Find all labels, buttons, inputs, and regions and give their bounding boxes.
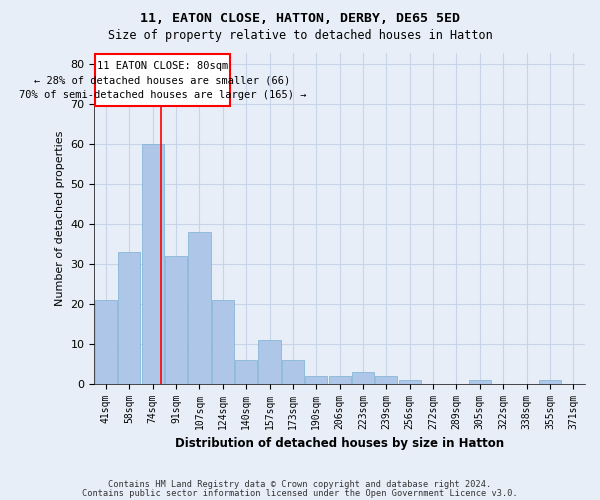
Bar bbox=[235, 360, 257, 384]
Bar bbox=[142, 144, 164, 384]
Bar bbox=[259, 340, 281, 384]
Bar bbox=[165, 256, 187, 384]
Text: 11, EATON CLOSE, HATTON, DERBY, DE65 5ED: 11, EATON CLOSE, HATTON, DERBY, DE65 5ED bbox=[140, 12, 460, 26]
Text: Size of property relative to detached houses in Hatton: Size of property relative to detached ho… bbox=[107, 29, 493, 42]
Bar bbox=[118, 252, 140, 384]
Bar bbox=[375, 376, 397, 384]
FancyBboxPatch shape bbox=[95, 54, 230, 106]
Bar bbox=[352, 372, 374, 384]
Text: Contains HM Land Registry data © Crown copyright and database right 2024.: Contains HM Land Registry data © Crown c… bbox=[109, 480, 491, 489]
Bar bbox=[95, 300, 117, 384]
Text: 11 EATON CLOSE: 80sqm: 11 EATON CLOSE: 80sqm bbox=[97, 61, 228, 71]
Text: ← 28% of detached houses are smaller (66): ← 28% of detached houses are smaller (66… bbox=[34, 76, 290, 86]
Bar bbox=[305, 376, 328, 384]
Bar bbox=[188, 232, 211, 384]
Bar bbox=[539, 380, 561, 384]
Bar bbox=[282, 360, 304, 384]
Bar bbox=[469, 380, 491, 384]
Y-axis label: Number of detached properties: Number of detached properties bbox=[55, 130, 65, 306]
Text: 70% of semi-detached houses are larger (165) →: 70% of semi-detached houses are larger (… bbox=[19, 90, 306, 100]
Bar bbox=[212, 300, 234, 384]
Bar bbox=[398, 380, 421, 384]
X-axis label: Distribution of detached houses by size in Hatton: Distribution of detached houses by size … bbox=[175, 437, 504, 450]
Bar bbox=[329, 376, 351, 384]
Text: Contains public sector information licensed under the Open Government Licence v3: Contains public sector information licen… bbox=[82, 490, 518, 498]
